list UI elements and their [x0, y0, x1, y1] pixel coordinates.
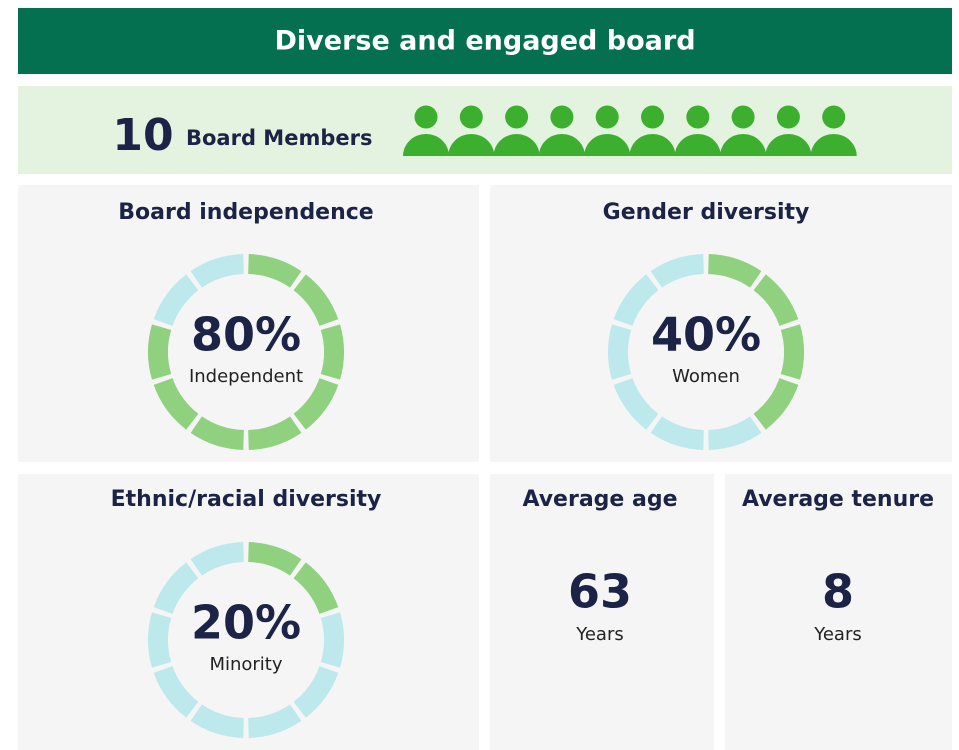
donut-caption: Independent [189, 366, 303, 387]
person-head [505, 105, 529, 129]
stat-caption: Years [575, 624, 624, 645]
donut-segment [320, 324, 344, 380]
donut-segment [707, 416, 762, 450]
panel-title: Ethnic/racial diversity [111, 487, 382, 512]
donut-segment [153, 665, 199, 718]
donut-segment [190, 254, 245, 288]
donut-segment [247, 254, 302, 288]
donut-segment [190, 542, 245, 576]
members-band [18, 86, 952, 174]
donut-value: 20% [191, 596, 301, 650]
person-body [629, 134, 676, 156]
person-head [459, 105, 483, 129]
panel-title: Gender diversity [603, 200, 810, 225]
donut-segment [247, 542, 302, 576]
person-body [720, 134, 767, 156]
donut-caption: Minority [209, 654, 282, 675]
donut-segment [753, 377, 799, 430]
donut-segment [153, 274, 199, 327]
donut-value: 80% [191, 308, 301, 362]
donut-segment [190, 416, 245, 450]
person-body [403, 134, 449, 156]
stat-value: 8 [822, 565, 854, 619]
donut-segment [650, 416, 705, 450]
members-label: Board Members [186, 126, 372, 150]
stat-value: 63 [568, 565, 632, 619]
person-body [584, 134, 631, 156]
donut-segment [148, 612, 172, 668]
person-body [538, 134, 585, 156]
donut-segment [753, 274, 799, 327]
person-head [550, 105, 574, 129]
person-body [810, 134, 857, 156]
panel [490, 185, 952, 462]
donut-segment [707, 254, 762, 288]
donut-caption: Women [672, 366, 740, 387]
header-title: Diverse and engaged board [274, 26, 695, 57]
donut-segment [608, 324, 632, 380]
donut-segment [613, 377, 659, 430]
person-head [595, 105, 619, 129]
person-head [731, 105, 755, 129]
person-body [448, 134, 495, 156]
donut-segment [780, 324, 804, 380]
donut-segment [247, 416, 302, 450]
person-head [414, 105, 438, 129]
person-head [641, 105, 664, 129]
stat-title: Average tenure [742, 487, 934, 512]
donut-segment [293, 562, 339, 615]
person-head [776, 105, 800, 129]
stat-title: Average age [522, 487, 677, 512]
panel [18, 474, 479, 750]
person-head [686, 105, 710, 129]
header-bar [18, 8, 952, 74]
donut-segment [320, 612, 344, 668]
person-body [674, 134, 721, 156]
donut-segment [153, 562, 199, 615]
donut-value: 40% [651, 308, 761, 362]
panel [725, 474, 952, 750]
stat-caption: Years [813, 624, 862, 645]
donut-segment [247, 704, 302, 738]
donut-segment [613, 274, 659, 327]
panel-title: Board independence [118, 200, 373, 225]
donut-segment [650, 254, 705, 288]
members-count: 10 [112, 110, 173, 161]
donut-segment [190, 704, 245, 738]
donut-segment [293, 665, 339, 718]
donut-segment [293, 274, 339, 327]
donut-segment [148, 324, 172, 380]
person-head [822, 105, 846, 129]
dynamic: Board independence 80% Independent Gender d… [111, 105, 934, 738]
person-body [765, 134, 812, 156]
panel [18, 185, 479, 462]
donut-segment [153, 377, 199, 430]
person-body [493, 134, 540, 156]
donut-segment [293, 377, 339, 430]
panel [490, 474, 714, 750]
